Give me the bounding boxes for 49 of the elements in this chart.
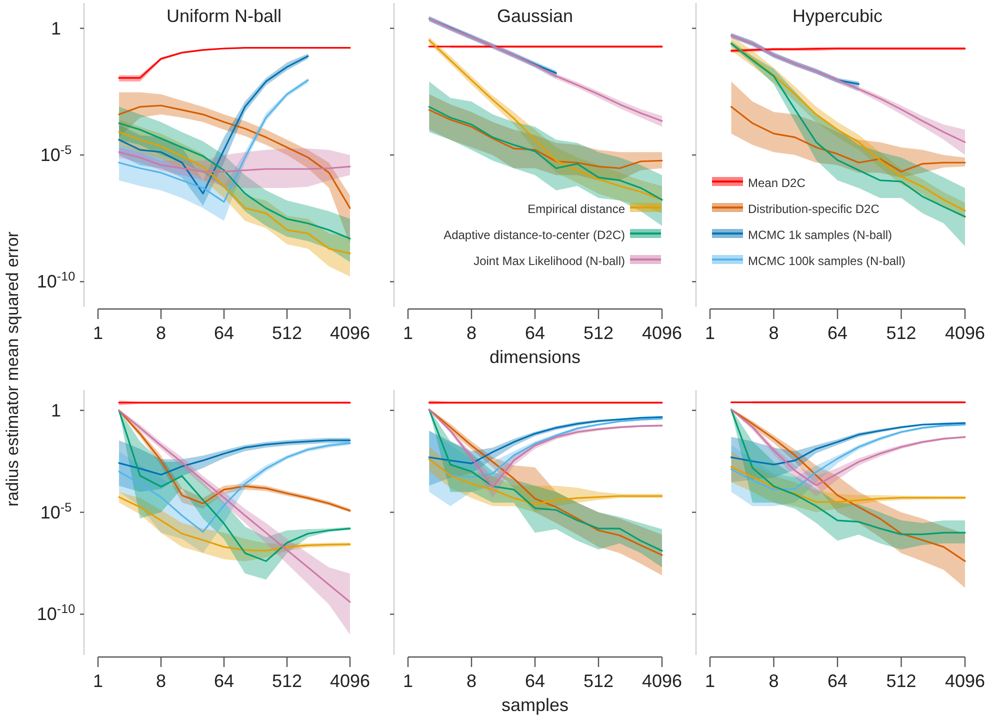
legend-label: Mean D2C — [748, 176, 806, 190]
x-tick-label: 4096 — [642, 323, 682, 343]
y-tick-label: 10$^{-5}$ — [40, 143, 72, 165]
legend-label: MCMC 1k samples (N-ball) — [748, 228, 892, 242]
chart-title: Uniform N-ball — [166, 6, 282, 26]
x-tick-label: 8 — [768, 323, 779, 343]
chart-title: Gaussian — [496, 6, 574, 26]
x-tick-label: 512 — [272, 323, 302, 343]
x-tick-label: 1 — [704, 323, 716, 343]
x-tick-label: 64 — [827, 671, 848, 691]
x-tick-label: 4096 — [944, 671, 986, 691]
y-tick-label: 10$^{-10}$ — [36, 270, 76, 292]
y-tick-label: 1 — [50, 400, 62, 420]
y-tick-label: 10$^{-10}$ — [36, 602, 76, 624]
x-tick-label: 64 — [524, 671, 546, 691]
y-tick-label: 10$^{-5}$ — [40, 500, 72, 522]
y-axis-title: radius estimator mean squared error — [3, 231, 22, 506]
x-tick-label: 4096 — [330, 671, 370, 691]
legend-label: Adaptive distance-to-center (D2C) — [444, 228, 625, 242]
x-tick-label: 8 — [156, 671, 166, 691]
chart-title: Hypercubic — [792, 6, 883, 26]
y-tick-label: 1 — [50, 18, 62, 38]
x-tick-label: 1 — [92, 671, 104, 691]
x-tick-label: 4096 — [944, 323, 986, 343]
x-tick-label: 512 — [583, 671, 614, 691]
x-tick-label: 512 — [272, 671, 302, 691]
x-tick-label: 8 — [466, 671, 477, 691]
x-tick-label: 512 — [886, 323, 916, 343]
x-tick-label: 1 — [402, 671, 414, 691]
x-tick-label: 1 — [704, 671, 716, 691]
legend-label: MCMC 100k samples (N-ball) — [748, 254, 906, 268]
legend-label: Distribution-specific D2C — [748, 202, 880, 216]
x-tick-label: 1 — [402, 323, 414, 343]
x-tick-label: 64 — [524, 323, 546, 343]
x-tick-label: 512 — [583, 323, 614, 343]
x-tick-label: 1 — [92, 323, 104, 343]
x-tick-label: 4096 — [642, 671, 682, 691]
legend-label: Joint Max Likelihood (N-ball) — [474, 254, 625, 268]
x-tick-label: 8 — [466, 323, 477, 343]
x-tick-label: 64 — [827, 323, 848, 343]
x-tick-label: 8 — [768, 671, 779, 691]
x-axis-title: dimensions — [489, 347, 581, 367]
x-axis-title: samples — [501, 695, 569, 715]
legend-label: Empirical distance — [528, 202, 626, 216]
x-tick-label: 4096 — [330, 323, 370, 343]
x-tick-label: 64 — [214, 671, 234, 691]
x-tick-label: 64 — [214, 323, 234, 343]
x-tick-label: 512 — [886, 671, 916, 691]
x-tick-label: 8 — [156, 323, 166, 343]
